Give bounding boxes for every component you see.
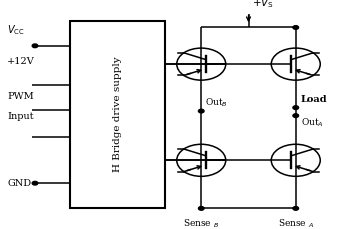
Circle shape [293, 114, 299, 117]
Text: Input: Input [7, 112, 34, 121]
Circle shape [293, 26, 299, 29]
Text: $+V_{\mathrm{S}}$: $+V_{\mathrm{S}}$ [252, 0, 274, 10]
Text: Sense $_{A}$: Sense $_{A}$ [278, 218, 314, 229]
Text: Load: Load [301, 95, 328, 104]
Text: Out$_A$: Out$_A$ [301, 117, 324, 129]
Circle shape [32, 181, 38, 185]
Text: Out$_B$: Out$_B$ [205, 96, 228, 109]
Text: H Bridge drive supply: H Bridge drive supply [113, 57, 122, 172]
Circle shape [198, 207, 204, 210]
Circle shape [293, 207, 299, 210]
Text: Sense $_{B}$: Sense $_{B}$ [183, 218, 219, 229]
Circle shape [32, 44, 38, 48]
Text: $V_{\mathrm{CC}}$: $V_{\mathrm{CC}}$ [7, 23, 25, 37]
Circle shape [293, 106, 299, 109]
Text: +12V: +12V [7, 57, 35, 66]
Bar [70, 21, 164, 208]
Text: PWM: PWM [7, 92, 34, 101]
Circle shape [198, 109, 204, 113]
Text: GND: GND [7, 179, 31, 188]
